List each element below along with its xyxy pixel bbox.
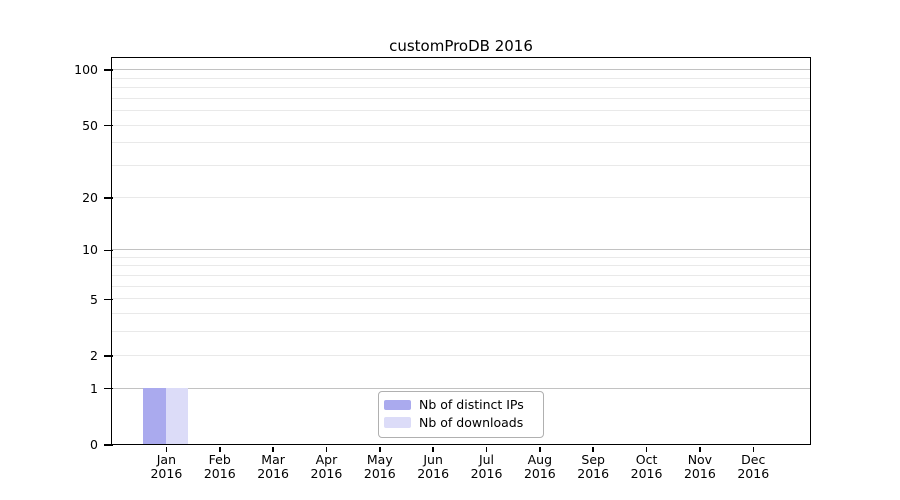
gridline-minor bbox=[112, 275, 811, 277]
x-tick-label-dec: Dec 2016 bbox=[721, 451, 785, 482]
bar-distinct-ips-jan bbox=[143, 388, 166, 445]
x-tick-mark bbox=[699, 446, 701, 453]
x-tick-label-sep: Sep 2016 bbox=[561, 451, 625, 482]
x-tick-mark bbox=[272, 446, 274, 453]
gridline-minor bbox=[112, 354, 811, 356]
x-tick-month: Apr bbox=[315, 451, 338, 467]
x-tick-month: Sep bbox=[581, 451, 605, 467]
legend-item-downloads: Nb of downloads bbox=[384, 414, 535, 432]
x-tick-month: May bbox=[366, 451, 393, 467]
legend-label-downloads: Nb of downloads bbox=[419, 415, 524, 431]
x-tick-mark bbox=[379, 446, 381, 453]
gridline-minor bbox=[112, 142, 811, 144]
bar-downloads-jan bbox=[165, 388, 189, 445]
x-tick-mark bbox=[165, 446, 168, 453]
x-tick-month: Jul bbox=[478, 451, 495, 467]
x-tick-year: 2016 bbox=[363, 466, 396, 481]
gridline-minor bbox=[112, 265, 811, 267]
y-tick-label: 100 bbox=[74, 62, 98, 78]
gridline-minor bbox=[112, 87, 811, 89]
gridline-major bbox=[112, 249, 811, 251]
y-tick-mark bbox=[103, 298, 113, 301]
x-tick-year: 2016 bbox=[577, 466, 610, 481]
x-tick-year: 2016 bbox=[470, 466, 503, 481]
gridline-minor bbox=[112, 196, 811, 198]
x-tick-month: Oct bbox=[635, 451, 658, 467]
x-tick-mark bbox=[539, 446, 541, 453]
x-tick-year: 2016 bbox=[737, 466, 770, 481]
x-tick-year: 2016 bbox=[683, 466, 716, 481]
y-tick-label: 0 bbox=[90, 437, 98, 452]
x-tick-month: Aug bbox=[527, 451, 553, 467]
y-tick-label: 1 bbox=[90, 380, 98, 396]
x-tick-label-feb: Feb 2016 bbox=[188, 451, 252, 482]
x-tick-label-apr: Apr 2016 bbox=[294, 451, 358, 482]
gridline-minor bbox=[112, 97, 811, 99]
x-tick-month: Dec bbox=[741, 451, 766, 467]
y-tick-mark bbox=[103, 197, 113, 199]
x-tick-mark bbox=[325, 446, 328, 453]
x-tick-year: 2016 bbox=[630, 466, 663, 481]
x-tick-mark bbox=[752, 446, 754, 453]
x-tick-label-aug: Aug 2016 bbox=[508, 451, 572, 482]
gridline-major bbox=[112, 387, 811, 389]
x-tick-mark bbox=[432, 446, 434, 453]
legend-swatch-downloads bbox=[384, 417, 411, 428]
y-tick-mark bbox=[103, 355, 113, 357]
x-tick-mark bbox=[219, 446, 221, 453]
x-tick-label-jul: Jul 2016 bbox=[455, 451, 519, 482]
x-tick-label-oct: Oct 2016 bbox=[615, 451, 679, 482]
y-tick-label: 2 bbox=[90, 347, 98, 363]
x-tick-month: Nov bbox=[687, 451, 713, 467]
y-tick-mark bbox=[103, 387, 113, 390]
x-tick-month: Mar bbox=[261, 451, 285, 467]
x-tick-year: 2016 bbox=[203, 466, 236, 481]
chart-title: customProDB 2016 bbox=[389, 37, 533, 55]
y-tick-mark bbox=[103, 249, 113, 252]
y-tick-label: 50 bbox=[82, 117, 98, 133]
x-tick-mark bbox=[645, 446, 648, 453]
x-tick-label-nov: Nov 2016 bbox=[668, 451, 732, 482]
gridline-minor bbox=[112, 165, 811, 167]
gridline-minor bbox=[112, 298, 811, 300]
x-tick-month: Jun bbox=[423, 451, 443, 467]
x-tick-year: 2016 bbox=[417, 466, 450, 481]
y-tick-label: 10 bbox=[82, 242, 98, 258]
x-tick-year: 2016 bbox=[150, 466, 183, 481]
gridline-major bbox=[112, 69, 811, 71]
legend-swatch-distinct-ips bbox=[384, 399, 411, 411]
gridline-minor bbox=[112, 313, 811, 315]
plot-area bbox=[111, 57, 812, 446]
x-tick-label-may: May 2016 bbox=[348, 451, 412, 482]
x-tick-mark bbox=[592, 446, 594, 453]
legend-label-distinct-ips: Nb of distinct IPs bbox=[419, 397, 524, 413]
legend-item-distinct-ips: Nb of distinct IPs bbox=[384, 396, 535, 414]
gridline-minor bbox=[112, 285, 811, 287]
y-tick-mark bbox=[103, 69, 113, 71]
gridline-minor bbox=[112, 110, 811, 112]
x-tick-year: 2016 bbox=[257, 466, 289, 481]
y-tick-label: 20 bbox=[82, 189, 98, 205]
legend: Nb of distinct IPs Nb of downloads bbox=[378, 390, 544, 438]
x-tick-label-jan: Jan 2016 bbox=[134, 451, 198, 482]
gridline-minor bbox=[112, 331, 811, 333]
x-tick-year: 2016 bbox=[310, 466, 343, 481]
x-tick-mark bbox=[485, 446, 488, 453]
x-tick-label-jun: Jun 2016 bbox=[401, 451, 465, 482]
gridline-minor bbox=[112, 256, 811, 258]
x-tick-month: Feb bbox=[208, 451, 231, 467]
y-tick-mark bbox=[103, 124, 113, 127]
x-tick-label-mar: Mar 2016 bbox=[241, 451, 305, 482]
x-tick-month: Jan bbox=[156, 451, 177, 467]
y-tick-label: 5 bbox=[90, 291, 98, 307]
y-tick-mark bbox=[103, 444, 113, 446]
gridline-minor bbox=[112, 77, 811, 79]
gridline-minor bbox=[112, 124, 811, 126]
x-tick-year: 2016 bbox=[523, 466, 556, 481]
